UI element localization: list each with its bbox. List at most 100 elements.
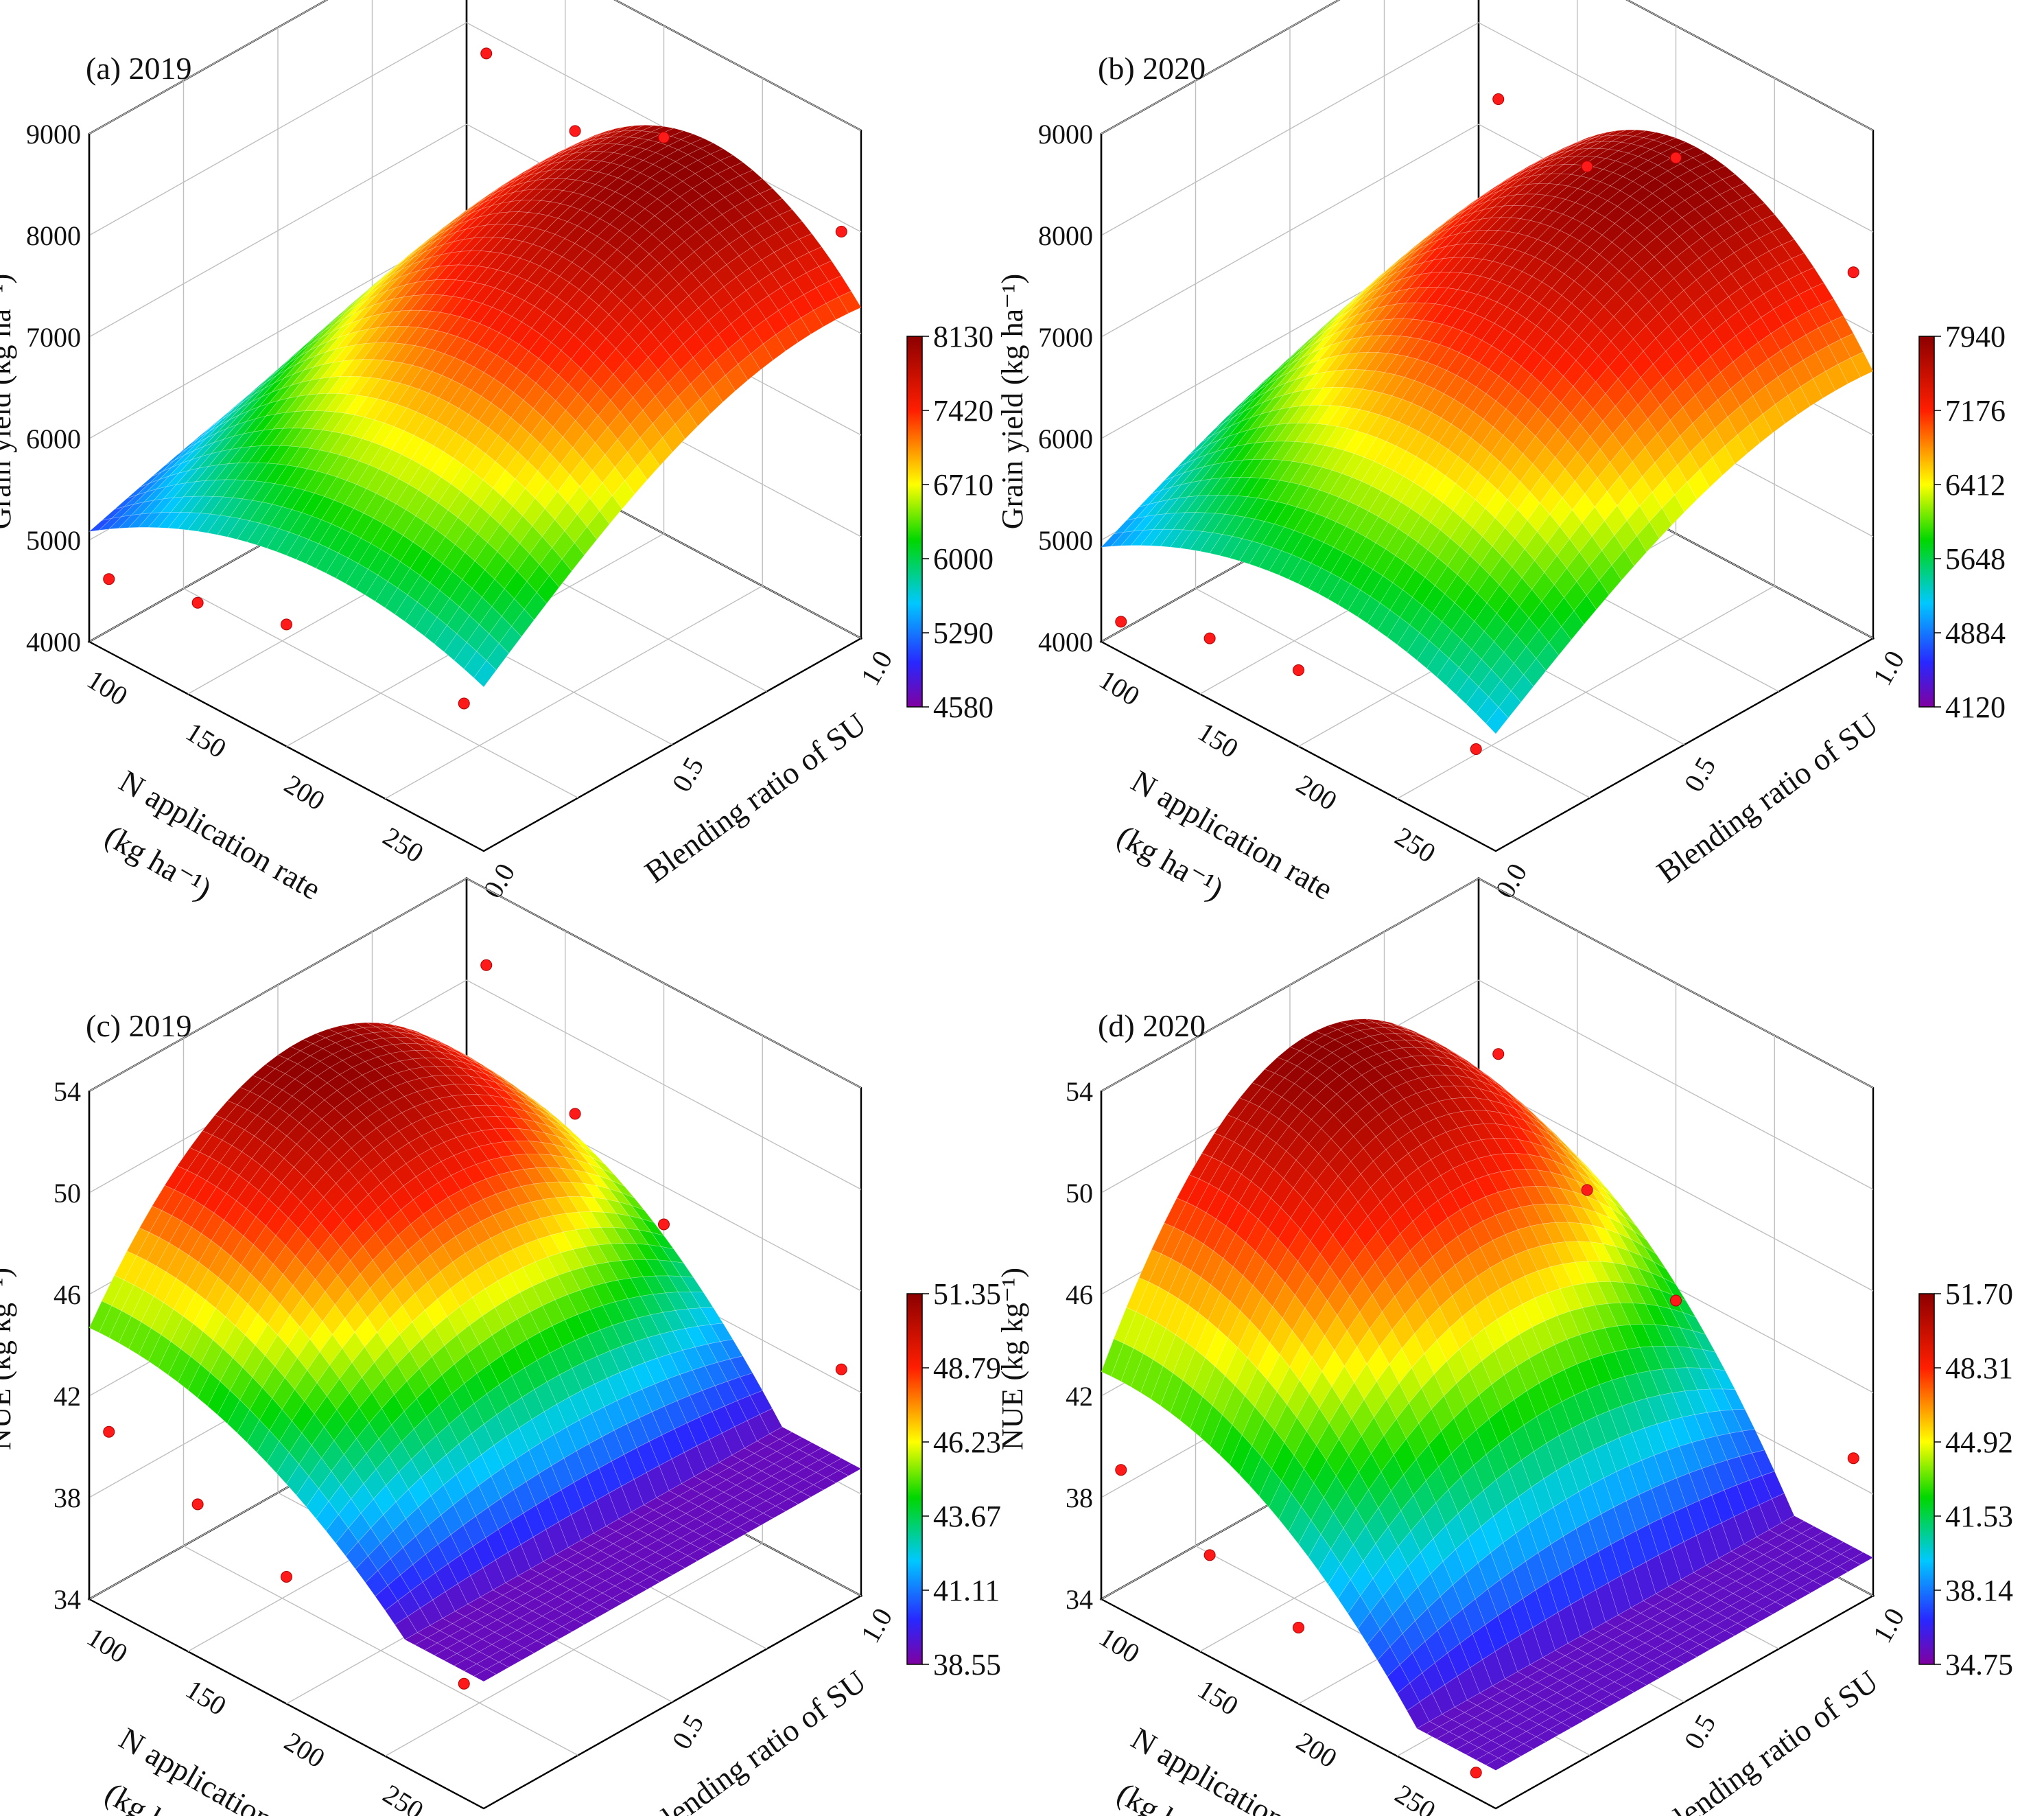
- z-gridline: [1101, 22, 1874, 236]
- data-point: [281, 618, 292, 631]
- ratio-tick-label: 0.5: [666, 1709, 709, 1754]
- response-surface: [1101, 1018, 1874, 1771]
- surface-cell: [838, 290, 862, 314]
- z-tick-label: 4000: [1038, 627, 1093, 657]
- panel-title: (c) 2019: [86, 1008, 192, 1043]
- colorbar-tick-label: 38.55: [933, 1648, 1001, 1681]
- data-point: [1581, 161, 1593, 173]
- colorbar-bar: [1918, 336, 1935, 708]
- z-tick-label: 46: [54, 1279, 81, 1310]
- response-surface: [1101, 129, 1874, 734]
- ratio-axis-label: Blending ratio of SU: [638, 706, 872, 889]
- surface-cell: [511, 609, 535, 638]
- ratio-gridline: [1195, 80, 1590, 799]
- colorbar-tick-label: 51.35: [933, 1277, 1001, 1311]
- colorbar-tick-label: 7176: [1945, 394, 2006, 428]
- colorbar-tick-label: 7940: [1945, 320, 2006, 353]
- data-point: [1847, 266, 1859, 279]
- colorbar-tick-label: 5648: [1945, 542, 2006, 576]
- surface-cell: [662, 423, 685, 453]
- colorbar-tick-label: 4120: [1945, 690, 2006, 724]
- data-point: [1293, 664, 1304, 676]
- colorbar-tick-label: 6412: [1945, 468, 2006, 502]
- data-point: [658, 1218, 670, 1231]
- colorbar-bar: [906, 1293, 923, 1665]
- n-tick-label: 250: [378, 1778, 430, 1816]
- ratio-tick-label: 1.0: [1866, 645, 1910, 690]
- ratio-gridline: [183, 80, 578, 799]
- n-tick-label: 150: [1193, 716, 1244, 764]
- z-tick-label: 8000: [1038, 220, 1093, 251]
- colorbar-tick-label: 7420: [933, 394, 994, 428]
- n-tick-label: 100: [82, 1621, 133, 1669]
- n-tick-label: 150: [180, 1673, 232, 1721]
- ratio-tick-label: 1.0: [854, 1603, 898, 1648]
- surface-cell: [762, 334, 786, 361]
- z-tick-label: 6000: [26, 423, 81, 454]
- observed-points: [103, 47, 847, 710]
- data-point: [281, 1571, 292, 1583]
- surface-cell: [587, 511, 610, 540]
- data-point: [1670, 152, 1682, 164]
- z-tick-labels: 34 38 42 46 50 54: [54, 1076, 81, 1615]
- data-point: [569, 1108, 581, 1120]
- n-tick-label: 100: [1094, 664, 1145, 712]
- panel-title: (b) 2020: [1098, 51, 1206, 86]
- colorbar-tick-label: 41.11: [933, 1574, 1000, 1607]
- surface-cell: [486, 643, 510, 671]
- ratio-axis-label: Blending ratio of SU: [1650, 706, 1884, 889]
- surface-cell: [611, 480, 635, 510]
- n-tick-label: 250: [1390, 821, 1442, 869]
- data-point: [1115, 616, 1127, 628]
- z-tick-label: 42: [54, 1381, 81, 1412]
- surface-cell: [473, 660, 497, 688]
- colorbar-tick-label: 48.79: [933, 1351, 1001, 1385]
- data-point: [658, 131, 670, 143]
- z-tick-label: 6000: [1038, 423, 1093, 454]
- data-point: [480, 959, 493, 971]
- data-point: [103, 573, 115, 585]
- n-tick-label: 150: [180, 716, 232, 764]
- z-tick-label: 7000: [26, 322, 81, 353]
- colorbar-bar: [906, 336, 923, 708]
- z-tick-label: 8000: [26, 220, 81, 251]
- colorbar-tick-label: 4580: [933, 690, 994, 724]
- data-point: [103, 1425, 115, 1438]
- z-axis-label: Grain yield (kg ha⁻¹): [996, 274, 1029, 529]
- z-gridline: [1101, 0, 1874, 135]
- colorbar-tick-label: 5290: [933, 616, 994, 650]
- response-surface: [89, 1022, 862, 1682]
- z-tick-label: 34: [54, 1584, 81, 1615]
- colorbar-tick-label: 6710: [933, 468, 994, 502]
- z-tick-label: 50: [54, 1178, 81, 1209]
- surface-cell: [687, 398, 711, 427]
- z-tick-label: 7000: [1038, 322, 1093, 353]
- colorbar-tick-label: 8130: [933, 320, 994, 353]
- ratio-tick-label: 0.5: [1678, 752, 1722, 797]
- n-tick-label: 200: [279, 1726, 331, 1774]
- surface-cell: [549, 559, 572, 588]
- panel-title: (a) 2019: [86, 51, 192, 86]
- data-point: [191, 596, 204, 609]
- data-point: [191, 1498, 204, 1511]
- colorbar-tick-label: 4884: [1945, 616, 2006, 650]
- z-axis-label: Grain yield (kg ha⁻¹): [0, 274, 17, 529]
- data-point: [1492, 93, 1505, 105]
- ratio-tick-label: 1.0: [854, 645, 898, 690]
- z-tick-label: 4000: [26, 627, 81, 657]
- data-point: [835, 1363, 847, 1375]
- z-tick-label: 54: [54, 1076, 81, 1107]
- colorbar: 4120 4884 5648 6412 7176 7940: [1918, 320, 2006, 724]
- data-point: [458, 1677, 470, 1690]
- z-axis-label: NUE (kg kg⁻¹): [0, 1268, 17, 1450]
- z-tick-label: 38: [54, 1482, 81, 1513]
- ratio-tick-label: 0.5: [666, 752, 709, 797]
- surface-cell: [649, 437, 673, 467]
- n-tick-label: 250: [378, 821, 430, 869]
